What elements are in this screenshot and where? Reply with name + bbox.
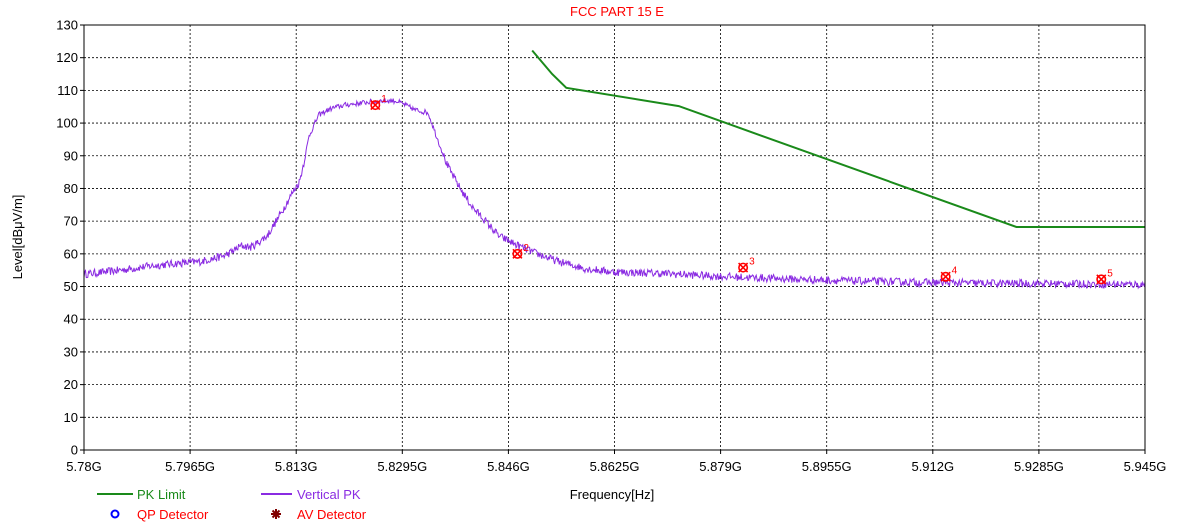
y-tick-labels: 0 10 20 30 40 50 60 70 80 90 100 110 120 130 — [56, 18, 84, 458]
x-tick-label: 5.8625G — [590, 459, 640, 474]
peak-marker-circle — [370, 100, 381, 111]
y-tick-label: 90 — [64, 148, 78, 163]
qp-detector-circle-icon — [110, 509, 120, 519]
pk-limit-series — [531, 49, 1145, 228]
av-detector-star-icon — [271, 509, 281, 519]
y-tick-label: 70 — [64, 214, 78, 229]
peak-marker-circle — [738, 262, 749, 273]
y-tick-label: 50 — [64, 279, 78, 294]
peak-marker-2: 2 — [512, 243, 529, 259]
peak-marker-cross — [370, 100, 381, 111]
peak-marker-label: 4 — [952, 266, 958, 277]
vertical-pk-trace — [83, 98, 1146, 290]
peak-marker-circle — [512, 248, 523, 259]
peak-marker-cross — [1096, 274, 1107, 285]
x-tick-label: 5.912G — [911, 459, 954, 474]
x-axis-title: Frequency[Hz] — [570, 487, 655, 502]
x-tick-label: 5.8295G — [377, 459, 427, 474]
x-tick-label: 5.945G — [1124, 459, 1167, 474]
peak-marker-cross — [512, 248, 523, 259]
x-tick-label: 5.813G — [275, 459, 318, 474]
y-tick-label: 120 — [56, 50, 78, 65]
x-tick-labels: 5.78G 5.7965G 5.813G 5.8295G 5.846G 5.8625G 5.… — [66, 450, 1166, 474]
legend-vertical-pk-label: Vertical PK — [297, 487, 361, 502]
peak-marker-1: 1 — [370, 94, 387, 111]
peak-marker-label: 5 — [1107, 268, 1113, 279]
peak-marker-5: 5 — [1096, 268, 1113, 285]
x-tick-label: 5.7965G — [165, 459, 215, 474]
legend-item-pk-limit: PK Limit — [97, 487, 186, 502]
y-tick-label: 0 — [71, 443, 78, 458]
grid — [84, 25, 1145, 450]
y-tick-label: 100 — [56, 116, 78, 131]
x-tick-label: 5.78G — [66, 459, 101, 474]
y-tick-label: 40 — [64, 312, 78, 327]
legend: PK Limit Vertical PK QP Detector AV Dete… — [97, 487, 367, 522]
peak-marker-cross — [940, 271, 951, 282]
y-tick-label: 110 — [57, 83, 78, 98]
legend-item-vertical-pk: Vertical PK — [261, 487, 361, 502]
legend-pk-limit-label: PK Limit — [137, 487, 186, 502]
peak-marker-4: 4 — [940, 266, 958, 282]
y-tick-label: 30 — [64, 344, 78, 359]
peak-marker-label: 2 — [523, 243, 529, 254]
peak-marker-label: 3 — [749, 257, 755, 268]
legend-qp-detector-label: QP Detector — [137, 507, 209, 522]
pk-limit-line — [531, 49, 1145, 228]
peak-marker-3: 3 — [738, 257, 755, 273]
peak-marker-circle — [940, 271, 951, 282]
chart-title: FCC PART 15 E — [570, 4, 664, 19]
y-tick-label: 80 — [64, 181, 78, 196]
y-tick-label: 130 — [56, 18, 78, 33]
y-tick-label: 60 — [64, 246, 78, 261]
y-axis-title: Level[dBμV/m] — [10, 195, 25, 280]
vertical-pk-series — [83, 98, 1146, 290]
y-tick-label: 20 — [64, 377, 78, 392]
legend-item-av-detector: AV Detector — [271, 507, 367, 522]
x-tick-label: 5.9285G — [1014, 459, 1064, 474]
peak-marker-label: 1 — [381, 94, 387, 105]
legend-av-detector-label: AV Detector — [297, 507, 367, 522]
y-tick-label: 10 — [64, 410, 78, 425]
peak-markers: 1 2 3 4 5 — [370, 94, 1113, 285]
x-tick-label: 5.879G — [699, 459, 742, 474]
x-tick-label: 5.8955G — [802, 459, 852, 474]
peak-marker-circle — [1096, 274, 1107, 285]
peak-marker-cross — [738, 262, 749, 273]
legend-item-qp-detector: QP Detector — [110, 507, 209, 522]
x-tick-label: 5.846G — [487, 459, 530, 474]
